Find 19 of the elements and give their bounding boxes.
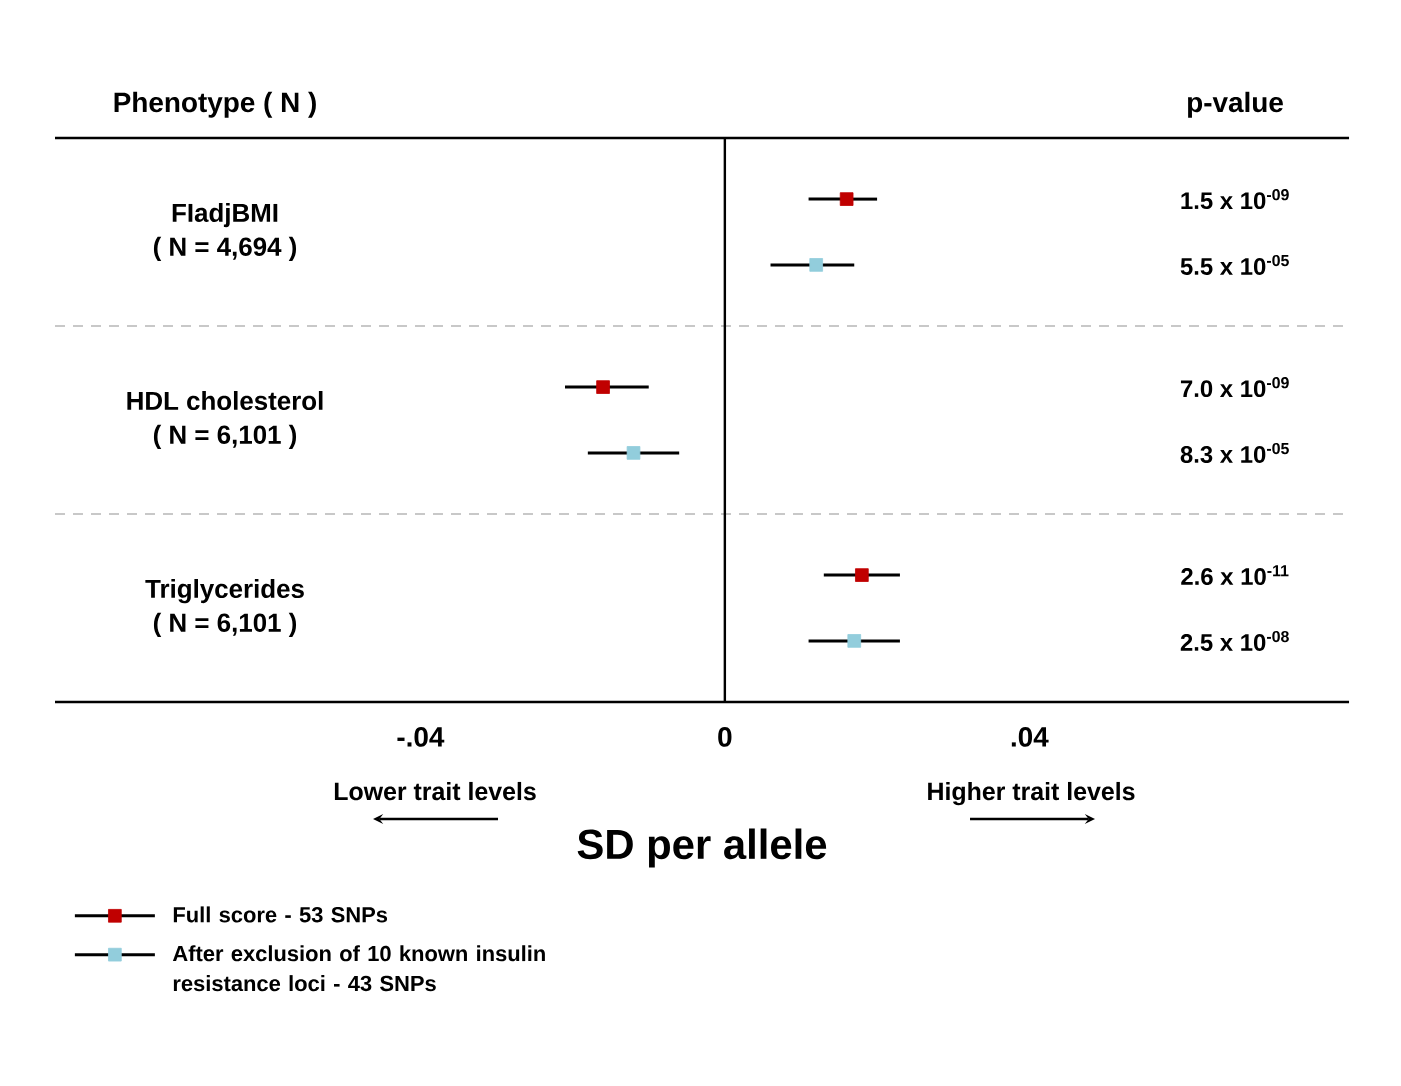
annotation: 5.5 x 10$^{-05}$ (1180, 254, 1289, 275)
text: Higher trait levels (928, 781, 1135, 806)
x-tick-label: .04 (1011, 727, 1049, 747)
text: Phenotype ( N ) (114, 91, 316, 118)
y-tick-label: Triglycerides ( N = 6,101 ) (145, 578, 304, 638)
y-tick-label: HDL cholesterol ( N = 6,101 ) (127, 390, 323, 450)
x-axis-title: SD per allele (577, 828, 827, 868)
annotation: 8.3 x 10$^{-05}$ (1180, 442, 1289, 463)
annotation: 1.5 x 10$^{-09}$ (1181, 189, 1289, 210)
legend-label: Full score - 53 SNPs (173, 906, 388, 923)
annotation: 2.5 x 10$^{-08}$ (1180, 630, 1289, 651)
x-tick-label: -.04 (397, 727, 445, 747)
annotation: 7.0 x 10$^{-09}$ (1180, 377, 1289, 398)
y-tick-label: FIadjBMI ( N = 4,694 ) (153, 202, 297, 262)
x-tick-label: 0 (718, 727, 732, 747)
annotation: 2.6 x 10$^{-11}$ (1181, 565, 1289, 586)
text: Lower trait levels (334, 781, 536, 801)
legend-label: After exclusion of 10 known insulin resistance loci - 43 SNPs (172, 945, 545, 992)
text: p-value (1188, 91, 1283, 118)
